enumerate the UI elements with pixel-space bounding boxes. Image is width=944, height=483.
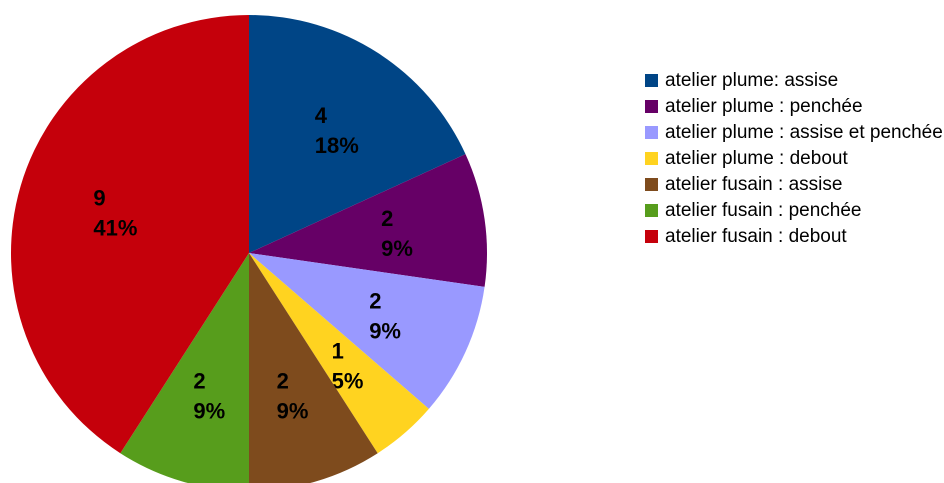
chart-legend: atelier plume: assise atelier plume : pen… (645, 68, 944, 250)
slice-label-2: 29% (381, 206, 413, 261)
slice-label-5: 29% (277, 369, 309, 424)
legend-swatch (645, 100, 658, 113)
slice-percent-label: 9% (369, 318, 401, 343)
slice-label-3: 29% (369, 288, 401, 343)
slice-value-label: 2 (381, 206, 393, 231)
legend-label: atelier plume : penchée (665, 96, 863, 117)
legend-item-2: atelier plume : penchée (645, 94, 944, 120)
legend-swatch (645, 74, 658, 87)
legend-swatch (645, 230, 658, 243)
slice-label-6: 29% (193, 369, 225, 424)
legend-item-5: atelier fusain : assise (645, 172, 944, 198)
legend-label: atelier plume : debout (665, 148, 848, 169)
pie-slice-1 (249, 15, 466, 253)
slice-value-label: 4 (315, 103, 328, 128)
legend-swatch (645, 204, 658, 217)
legend-label: atelier fusain : assise (665, 174, 843, 195)
legend-swatch (645, 126, 658, 139)
legend-item-4: atelier plume : debout (645, 146, 944, 172)
legend-label: atelier fusain : debout (665, 226, 847, 247)
legend-item-7: atelier fusain : debout (645, 224, 944, 250)
slice-value-label: 2 (369, 288, 381, 313)
pie-slice-7 (10, 15, 249, 454)
slice-value-label: 9 (93, 185, 105, 210)
slice-percent-label: 41% (93, 215, 137, 240)
pie-slice-3 (249, 253, 485, 409)
legend-label: atelier plume: assise (665, 70, 839, 91)
legend-item-1: atelier plume: assise (645, 68, 944, 94)
pie-slice-6 (120, 253, 249, 483)
legend-swatch (645, 152, 658, 165)
slice-value-label: 1 (332, 339, 344, 364)
legend-swatch (645, 178, 658, 191)
legend-item-6: atelier fusain : penchée (645, 198, 944, 224)
legend-item-3: atelier plume : assise et penchée (645, 120, 944, 146)
slice-value-label: 2 (277, 369, 289, 394)
slice-percent-label: 18% (315, 133, 359, 158)
slice-label-7: 941% (93, 185, 137, 240)
slice-percent-label: 9% (193, 399, 225, 424)
slice-label-4: 15% (332, 339, 364, 394)
legend-label: atelier fusain : penchée (665, 200, 862, 221)
pie-slice-5 (249, 253, 378, 483)
slice-percent-label: 9% (277, 399, 309, 424)
slice-percent-label: 5% (332, 369, 364, 394)
legend-label: atelier plume : assise et penchée (665, 122, 943, 143)
pie-slice-4 (249, 253, 429, 454)
slice-percent-label: 9% (381, 236, 413, 261)
pie-slice-2 (249, 154, 488, 287)
slice-label-1: 418% (315, 103, 359, 158)
slice-value-label: 2 (193, 369, 205, 394)
